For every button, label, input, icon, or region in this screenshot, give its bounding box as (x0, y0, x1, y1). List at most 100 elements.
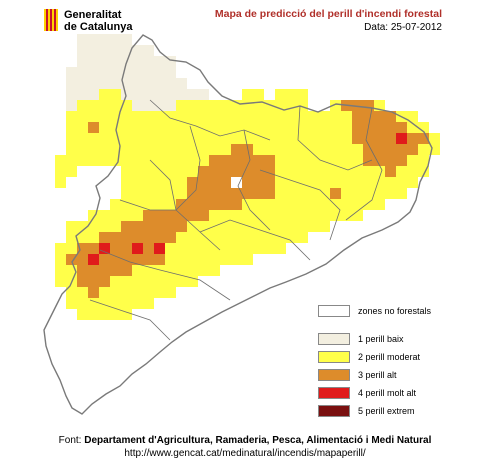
map-cell (121, 265, 132, 276)
map-cell (187, 221, 198, 232)
map-cell (77, 243, 88, 254)
map-cell (220, 254, 231, 265)
map-cell (99, 265, 110, 276)
map-cell (319, 221, 330, 232)
map-cell (110, 243, 121, 254)
map-cell (121, 232, 132, 243)
map-cell (99, 78, 110, 89)
map-cell (110, 287, 121, 298)
map-cell (242, 100, 253, 111)
map-cell (275, 210, 286, 221)
map-cell (55, 265, 66, 276)
map-header: Mapa de predicció del perill d'incendi f… (215, 8, 442, 34)
map-cell (110, 309, 121, 320)
legend-swatch-level-5 (318, 405, 350, 417)
map-cell (132, 298, 143, 309)
map-cell (253, 166, 264, 177)
map-cell (242, 177, 253, 188)
map-cell (154, 155, 165, 166)
map-cell (143, 166, 154, 177)
map-cell (143, 254, 154, 265)
map-cell (66, 78, 77, 89)
map-cell (132, 177, 143, 188)
map-cell (154, 221, 165, 232)
map-cell (330, 133, 341, 144)
map-cell (154, 254, 165, 265)
map-cell (66, 188, 77, 199)
map-cell (187, 265, 198, 276)
map-cell (231, 122, 242, 133)
map-cell (143, 298, 154, 309)
map-cell (77, 144, 88, 155)
map-cell (143, 144, 154, 155)
map-cell (209, 210, 220, 221)
map-cell (154, 111, 165, 122)
map-cell (143, 89, 154, 100)
map-cell (418, 144, 429, 155)
map-cell (220, 100, 231, 111)
legend-item: 3 perill alt (318, 369, 458, 383)
map-cell (231, 210, 242, 221)
map-cell (198, 243, 209, 254)
map-cell (99, 287, 110, 298)
map-cell (121, 122, 132, 133)
map-cell (176, 221, 187, 232)
map-cell (352, 144, 363, 155)
map-cell (154, 133, 165, 144)
map-cell (374, 100, 385, 111)
map-cell (341, 122, 352, 133)
map-cell (330, 199, 341, 210)
legend-label: 1 perill baix (358, 334, 404, 344)
map-cell (286, 166, 297, 177)
map-cell (231, 232, 242, 243)
legend-item: 5 perill extrem (318, 405, 458, 419)
map-cell (143, 78, 154, 89)
map-cell (132, 188, 143, 199)
map-cell (198, 232, 209, 243)
map-date: Data: 25-07-2012 (364, 22, 442, 33)
map-cell (165, 188, 176, 199)
map-cell (330, 111, 341, 122)
map-cell (132, 111, 143, 122)
map-cell (231, 111, 242, 122)
map-cell (319, 199, 330, 210)
map-cell (374, 111, 385, 122)
map-cell (286, 199, 297, 210)
map-cell (77, 34, 88, 45)
map-cell (110, 232, 121, 243)
map-cell (110, 78, 121, 89)
map-cell (286, 122, 297, 133)
map-cell (198, 265, 209, 276)
map-cell (143, 221, 154, 232)
map-cell (165, 56, 176, 67)
map-cell (99, 309, 110, 320)
map-cell (154, 78, 165, 89)
map-cell (121, 298, 132, 309)
map-cell (66, 199, 77, 210)
map-cell (198, 177, 209, 188)
map-cell (121, 276, 132, 287)
map-cell (297, 89, 308, 100)
map-cell (187, 144, 198, 155)
map-cell (77, 45, 88, 56)
map-cell (209, 144, 220, 155)
map-cell (176, 155, 187, 166)
map-cell (165, 210, 176, 221)
map-cell (165, 232, 176, 243)
map-cell (297, 232, 308, 243)
map-cell (352, 100, 363, 111)
legend-swatch-level-1 (318, 333, 350, 345)
map-cell (286, 221, 297, 232)
map-cell (165, 199, 176, 210)
map-cell (110, 276, 121, 287)
map-cell (253, 111, 264, 122)
map-cell (143, 243, 154, 254)
map-title: Mapa de predicció del perill d'incendi f… (214, 8, 442, 20)
map-cell (242, 232, 253, 243)
map-cell (385, 155, 396, 166)
map-cell (77, 78, 88, 89)
map-cell (407, 133, 418, 144)
map-cell (165, 166, 176, 177)
map-cell (275, 89, 286, 100)
